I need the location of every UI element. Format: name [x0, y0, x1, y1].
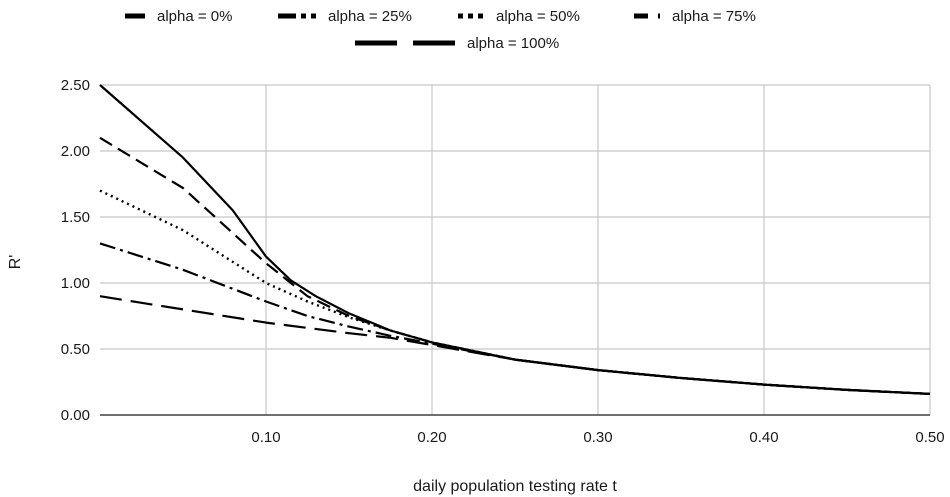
x-axis-ticks: 0.10 0.20 0.30 0.40 0.50: [251, 429, 944, 446]
legend-item: alpha = 0%: [125, 8, 232, 25]
series-line-4: [99, 84, 931, 395]
series-line-1: [99, 242, 931, 395]
series-line-0: [99, 295, 931, 395]
legend-item: alpha = 100%: [355, 35, 559, 52]
legend-label: alpha = 0%: [157, 8, 232, 25]
legend-label: alpha = 75%: [672, 8, 756, 25]
legend-item: alpha = 25%: [278, 8, 412, 25]
x-tick-label: 0.30: [583, 429, 612, 446]
legend-label: alpha = 25%: [328, 8, 412, 25]
legend-label: alpha = 100%: [467, 35, 559, 52]
y-tick-label: 0.00: [61, 407, 90, 424]
y-tick-label: 2.50: [61, 77, 90, 94]
series-lines: [99, 84, 931, 396]
gridlines: [100, 84, 931, 415]
series-line-2: [99, 189, 931, 396]
x-tick-label: 0.20: [417, 429, 446, 446]
legend-label: alpha = 50%: [496, 8, 580, 25]
y-tick-label: 1.00: [61, 275, 90, 292]
x-tick-label: 0.10: [251, 429, 280, 446]
y-axis-ticks: 0.00 0.50 1.00 1.50 2.00 2.50: [61, 77, 90, 424]
y-tick-label: 0.50: [61, 341, 90, 358]
x-tick-label: 0.50: [915, 429, 944, 446]
series-line-3: [99, 136, 931, 395]
legend-item: alpha = 75%: [634, 8, 756, 25]
legend: alpha = 0% alpha = 25% alpha = 50% alpha = …: [125, 8, 756, 52]
y-axis-title: R': [7, 255, 24, 270]
x-axis-title: daily population testing rate t: [413, 478, 617, 495]
x-tick-label: 0.40: [749, 429, 778, 446]
legend-item: alpha = 50%: [458, 8, 580, 25]
y-tick-label: 1.50: [61, 209, 90, 226]
y-tick-label: 2.00: [61, 143, 90, 160]
